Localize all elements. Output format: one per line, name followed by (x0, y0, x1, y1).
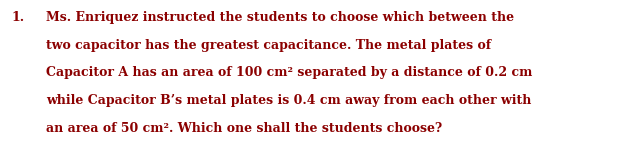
Text: Capacitor A has an area of 100 cm² separated by a distance of 0.2 cm: Capacitor A has an area of 100 cm² separ… (46, 66, 532, 79)
Text: while Capacitor B’s metal plates is 0.4 cm away from each other with: while Capacitor B’s metal plates is 0.4 … (46, 94, 532, 107)
Text: two capacitor has the greatest capacitance. The metal plates of: two capacitor has the greatest capacitan… (46, 39, 491, 52)
Text: Ms. Enriquez instructed the students to choose which between the: Ms. Enriquez instructed the students to … (46, 11, 514, 24)
Text: an area of 50 cm². Which one shall the students choose?: an area of 50 cm². Which one shall the s… (46, 122, 442, 135)
Text: 1.: 1. (12, 11, 25, 24)
